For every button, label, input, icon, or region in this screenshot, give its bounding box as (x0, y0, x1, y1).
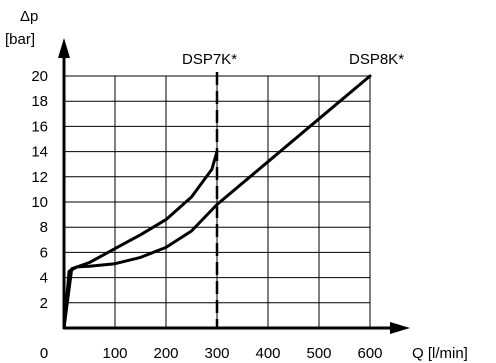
y-axis-symbol: Δp (20, 8, 38, 25)
x-tick-label: 400 (255, 345, 280, 362)
y-axis-arrow (58, 38, 70, 58)
y-tick-label: 12 (31, 169, 48, 186)
x-tick-label: 100 (102, 345, 127, 362)
y-tick-label: 20 (31, 68, 48, 85)
y-tick-label: 10 (31, 194, 48, 211)
y-tick-label: 4 (40, 270, 48, 287)
y-tick-label: 2 (40, 295, 48, 312)
x-tick-label: 300 (204, 345, 229, 362)
x-tick-label: 600 (357, 345, 382, 362)
x-axis-title: Q [l/min] (412, 345, 468, 362)
x-tick-label: 500 (306, 345, 331, 362)
y-tick-label: 6 (40, 244, 48, 261)
series-label-dsp7k: DSP7K* (182, 51, 237, 68)
y-tick-label: 8 (40, 219, 48, 236)
y-tick-label: 18 (31, 93, 48, 110)
series-group (62, 74, 372, 330)
axes (58, 38, 410, 334)
x-axis-arrow (390, 322, 410, 334)
x-tick-label: 0 (40, 345, 48, 362)
series-line-dsp7k (62, 150, 219, 330)
series-label-dsp8k: DSP8K* (349, 51, 404, 68)
series-line-dsp8k (62, 74, 372, 330)
y-tick-label: 14 (31, 144, 48, 161)
x-tick-label: 200 (153, 345, 178, 362)
y-axis-unit: [bar] (5, 31, 35, 48)
y-tick-label: 16 (31, 118, 48, 135)
